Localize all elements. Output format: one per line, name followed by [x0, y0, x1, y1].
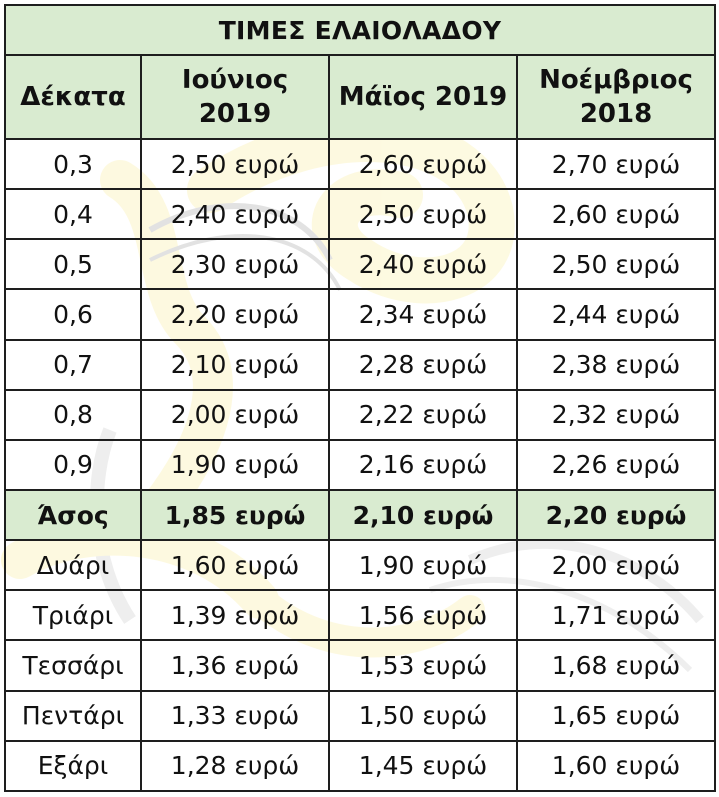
table-row: 0,3 2,50 ευρώ 2,60 ευρώ 2,70 ευρώ [4, 137, 716, 191]
table-row-highlighted: Άσος 1,85 ευρώ 2,10 ευρώ 2,20 ευρώ [4, 488, 716, 542]
row-label-cell: Εξάρι [4, 739, 142, 793]
price-cell: 2,44 ευρώ [516, 288, 716, 341]
row-label-cell: Δυάρι [4, 539, 142, 592]
price-cell: 1,90 ευρώ [328, 539, 518, 592]
price-cell: 2,22 ευρώ [328, 388, 518, 441]
table-title: ΤΙΜΕΣ ΕΛΑΙΟΛΑΔΟΥ [4, 4, 716, 56]
row-label-cell: 0,6 [4, 288, 142, 341]
row-label-cell: Τριάρι [4, 589, 142, 642]
price-cell: 1,71 ευρώ [516, 589, 716, 642]
price-cell: 1,60 ευρώ [516, 739, 716, 793]
price-cell: 2,60 ευρώ [516, 188, 716, 241]
price-cell: 1,28 ευρώ [140, 739, 330, 793]
row-label-cell: Άσος [4, 488, 142, 542]
price-cell: 2,20 ευρώ [516, 488, 716, 542]
price-cell: 2,16 ευρώ [328, 438, 518, 491]
price-cell: 1,53 ευρώ [328, 639, 518, 692]
price-cell: 2,32 ευρώ [516, 388, 716, 441]
table-row: Πεντάρι 1,33 ευρώ 1,50 ευρώ 1,65 ευρώ [4, 689, 716, 742]
price-cell: 2,60 ευρώ [328, 137, 518, 191]
row-label-cell: 0,8 [4, 388, 142, 441]
price-cell: 1,65 ευρώ [516, 689, 716, 742]
table-row: 0,9 1,90 ευρώ 2,16 ευρώ 2,26 ευρώ [4, 438, 716, 491]
table-row: Τριάρι 1,39 ευρώ 1,56 ευρώ 1,71 ευρώ [4, 589, 716, 642]
price-cell: 2,28 ευρώ [328, 338, 518, 391]
column-header-grade: Δέκατα [4, 54, 142, 140]
column-header-june-2019: Ιούνιος 2019 [140, 54, 330, 140]
price-cell: 1,39 ευρώ [140, 589, 330, 642]
row-label-cell: 0,3 [4, 137, 142, 191]
price-cell: 1,68 ευρώ [516, 639, 716, 692]
table-row: Δυάρι 1,60 ευρώ 1,90 ευρώ 2,00 ευρώ [4, 539, 716, 592]
table-row: Τεσσάρι 1,36 ευρώ 1,53 ευρώ 1,68 ευρώ [4, 639, 716, 692]
olive-oil-price-table: ΤΙΜΕΣ ΕΛΑΙΟΛΑΔΟΥ Δέκατα Ιούνιος 2019 Μάϊ… [4, 4, 716, 793]
row-label-cell: 0,9 [4, 438, 142, 491]
price-cell: 1,50 ευρώ [328, 689, 518, 742]
price-cell: 2,00 ευρώ [516, 539, 716, 592]
table-row: 0,4 2,40 ευρώ 2,50 ευρώ 2,60 ευρώ [4, 188, 716, 241]
price-cell: 2,30 ευρώ [140, 238, 330, 291]
price-cell: 2,40 ευρώ [328, 238, 518, 291]
price-cell: 1,33 ευρώ [140, 689, 330, 742]
price-cell: 2,34 ευρώ [328, 288, 518, 341]
price-cell: 2,50 ευρώ [516, 238, 716, 291]
column-header-november-2018: Νοέμβριος 2018 [516, 54, 716, 140]
table-row: 0,8 2,00 ευρώ 2,22 ευρώ 2,32 ευρώ [4, 388, 716, 441]
price-cell: 2,00 ευρώ [140, 388, 330, 441]
row-label-cell: Τεσσάρι [4, 639, 142, 692]
price-cell: 1,45 ευρώ [328, 739, 518, 793]
price-cell: 2,50 ευρώ [140, 137, 330, 191]
table-row: 0,7 2,10 ευρώ 2,28 ευρώ 2,38 ευρώ [4, 338, 716, 391]
price-cell: 2,10 ευρώ [328, 488, 518, 542]
table-row: Εξάρι 1,28 ευρώ 1,45 ευρώ 1,60 ευρώ [4, 739, 716, 793]
header-row: Δέκατα Ιούνιος 2019 Μάϊος 2019 Νοέμβριος… [4, 54, 716, 140]
column-header-may-2019: Μάϊος 2019 [328, 54, 518, 140]
price-cell: 2,10 ευρώ [140, 338, 330, 391]
price-cell: 1,90 ευρώ [140, 438, 330, 491]
price-cell: 2,50 ευρώ [328, 188, 518, 241]
price-cell: 2,40 ευρώ [140, 188, 330, 241]
price-cell: 1,85 ευρώ [140, 488, 330, 542]
row-label-cell: 0,5 [4, 238, 142, 291]
table-row: 0,5 2,30 ευρώ 2,40 ευρώ 2,50 ευρώ [4, 238, 716, 291]
table-row: 0,6 2,20 ευρώ 2,34 ευρώ 2,44 ευρώ [4, 288, 716, 341]
table-body: 0,3 2,50 ευρώ 2,60 ευρώ 2,70 ευρώ 0,4 2,40 ευ… [4, 137, 716, 793]
row-label-cell: 0,7 [4, 338, 142, 391]
row-label-cell: Πεντάρι [4, 689, 142, 742]
price-cell: 2,70 ευρώ [516, 137, 716, 191]
price-cell: 1,60 ευρώ [140, 539, 330, 592]
price-cell: 2,38 ευρώ [516, 338, 716, 391]
row-label-cell: 0,4 [4, 188, 142, 241]
price-cell: 2,20 ευρώ [140, 288, 330, 341]
price-cell: 2,26 ευρώ [516, 438, 716, 491]
title-row: ΤΙΜΕΣ ΕΛΑΙΟΛΑΔΟΥ [4, 4, 716, 56]
price-cell: 1,56 ευρώ [328, 589, 518, 642]
price-cell: 1,36 ευρώ [140, 639, 330, 692]
